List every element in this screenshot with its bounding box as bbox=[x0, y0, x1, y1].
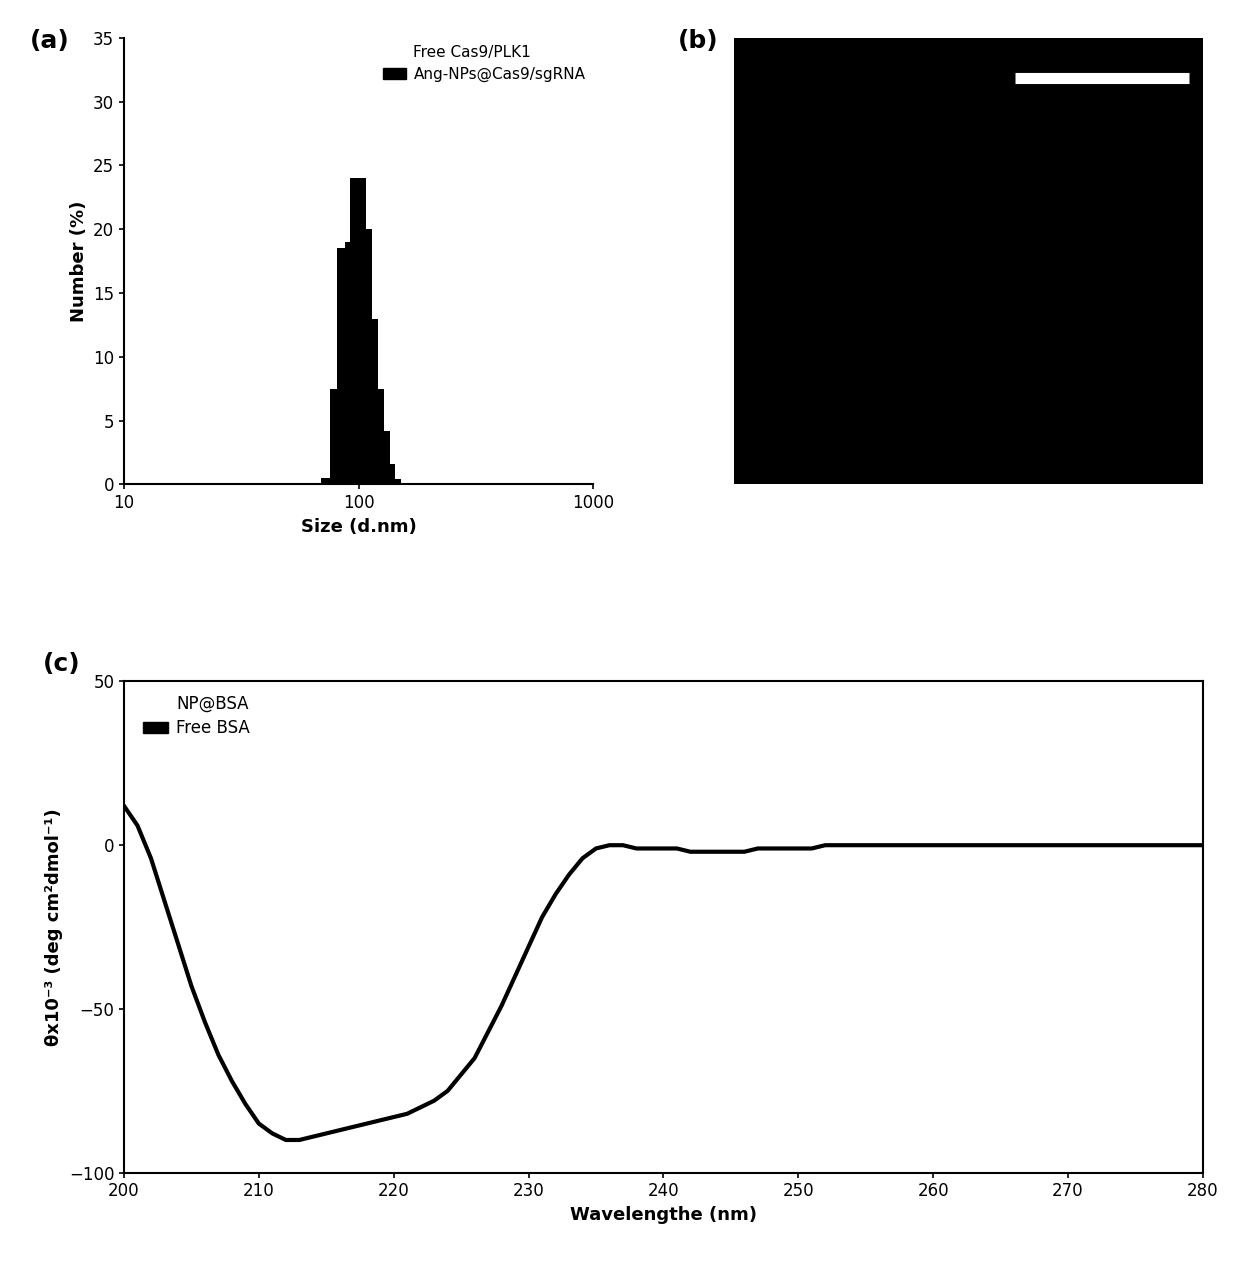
Bar bbox=[374, 431, 389, 484]
Legend: Free Cas9/PLK1, Ang-NPs@Cas9/sgRNA: Free Cas9/PLK1, Ang-NPs@Cas9/sgRNA bbox=[383, 45, 585, 82]
Legend: NP@BSA, Free BSA: NP@BSA, Free BSA bbox=[143, 695, 250, 738]
Bar bbox=[337, 248, 353, 484]
Bar bbox=[392, 483, 407, 484]
Text: (c): (c) bbox=[43, 652, 81, 676]
Y-axis label: Number (%): Number (%) bbox=[69, 200, 88, 322]
Bar bbox=[368, 388, 383, 484]
Bar bbox=[351, 178, 366, 484]
Bar bbox=[386, 479, 401, 484]
X-axis label: Size (d.nm): Size (d.nm) bbox=[300, 518, 417, 536]
Bar bbox=[330, 388, 346, 484]
Y-axis label: θx10⁻³ (deg cm²dmol⁻¹): θx10⁻³ (deg cm²dmol⁻¹) bbox=[45, 808, 63, 1045]
Text: (a): (a) bbox=[30, 29, 69, 53]
Bar bbox=[356, 230, 372, 484]
Bar bbox=[321, 478, 337, 484]
Bar bbox=[362, 319, 377, 484]
X-axis label: Wavelengthe (nm): Wavelengthe (nm) bbox=[570, 1206, 756, 1224]
Text: (b): (b) bbox=[677, 29, 718, 53]
Bar bbox=[379, 464, 396, 484]
Bar bbox=[345, 242, 361, 484]
